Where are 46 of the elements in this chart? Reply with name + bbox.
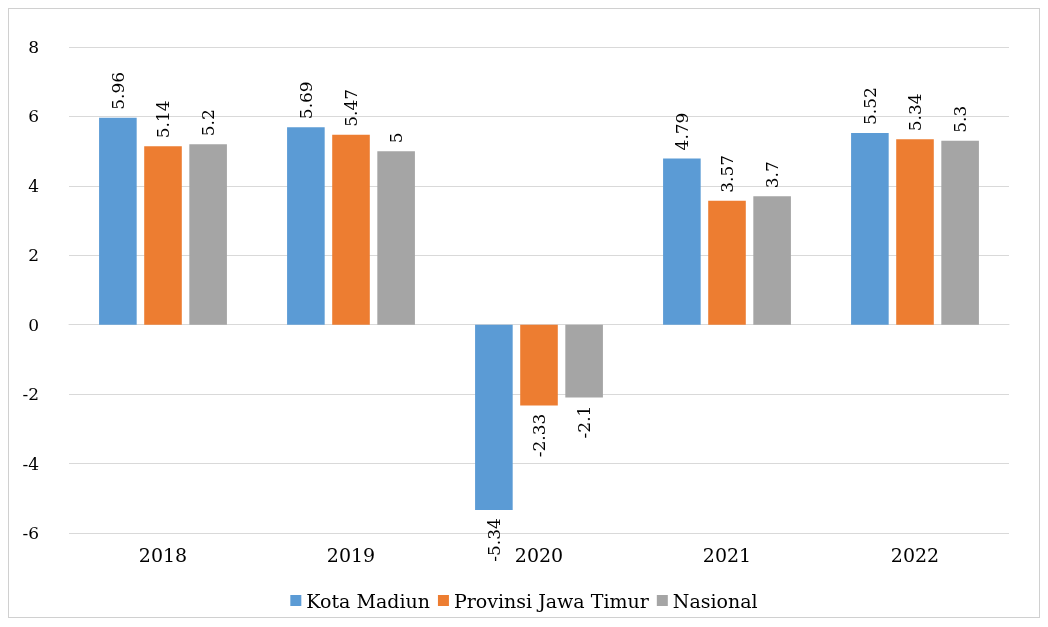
bar [941, 140, 979, 325]
bar [475, 324, 513, 511]
bar [753, 196, 791, 325]
y-tick-label: 2 [28, 245, 39, 266]
x-tick-label: 2020 [514, 543, 564, 566]
data-label: 5.96 [107, 71, 128, 110]
data-label: 5.3 [950, 105, 971, 133]
y-tick-label: 6 [28, 106, 39, 127]
bar [896, 139, 934, 325]
bar [565, 324, 603, 398]
legend-label: Provinsi Jawa Timur [453, 589, 650, 612]
bar [851, 133, 889, 325]
bar [520, 324, 558, 406]
y-tick-label: 4 [28, 175, 39, 196]
data-label: 5.47 [341, 88, 361, 127]
bar [99, 117, 137, 325]
data-label: 4.79 [671, 112, 692, 151]
x-tick-label: 2021 [702, 543, 752, 566]
data-label: -2.1 [574, 405, 595, 439]
data-label: 5 [386, 132, 407, 144]
data-label: 3.57 [717, 154, 737, 193]
y-tick-label: -4 [22, 453, 39, 474]
data-label: 5.14 [153, 100, 173, 139]
x-tick-label: 2022 [890, 543, 940, 566]
bar [332, 134, 370, 325]
x-tick-label: 2019 [326, 543, 376, 566]
data-label: 5.52 [859, 87, 880, 126]
y-tick-label: 0 [28, 314, 39, 335]
data-label: 3.7 [762, 161, 783, 189]
data-label: 5.69 [295, 81, 316, 120]
data-label: 5.34 [905, 93, 925, 132]
bar [663, 158, 701, 325]
bar [377, 151, 415, 325]
data-label: -5.34 [483, 518, 504, 562]
bar [189, 144, 227, 325]
bar [144, 146, 182, 325]
legend-label: Kota Madiun [306, 589, 430, 612]
bar [708, 200, 746, 325]
data-label: -2.33 [529, 413, 549, 458]
x-tick-label: 2018 [138, 543, 188, 566]
data-label: 5.2 [198, 109, 219, 137]
y-tick-label: -2 [22, 384, 39, 405]
bar [287, 127, 325, 325]
y-tick-label: 8 [28, 37, 39, 57]
y-tick-label: -6 [22, 523, 39, 543]
legend-label: Nasional [672, 589, 758, 612]
